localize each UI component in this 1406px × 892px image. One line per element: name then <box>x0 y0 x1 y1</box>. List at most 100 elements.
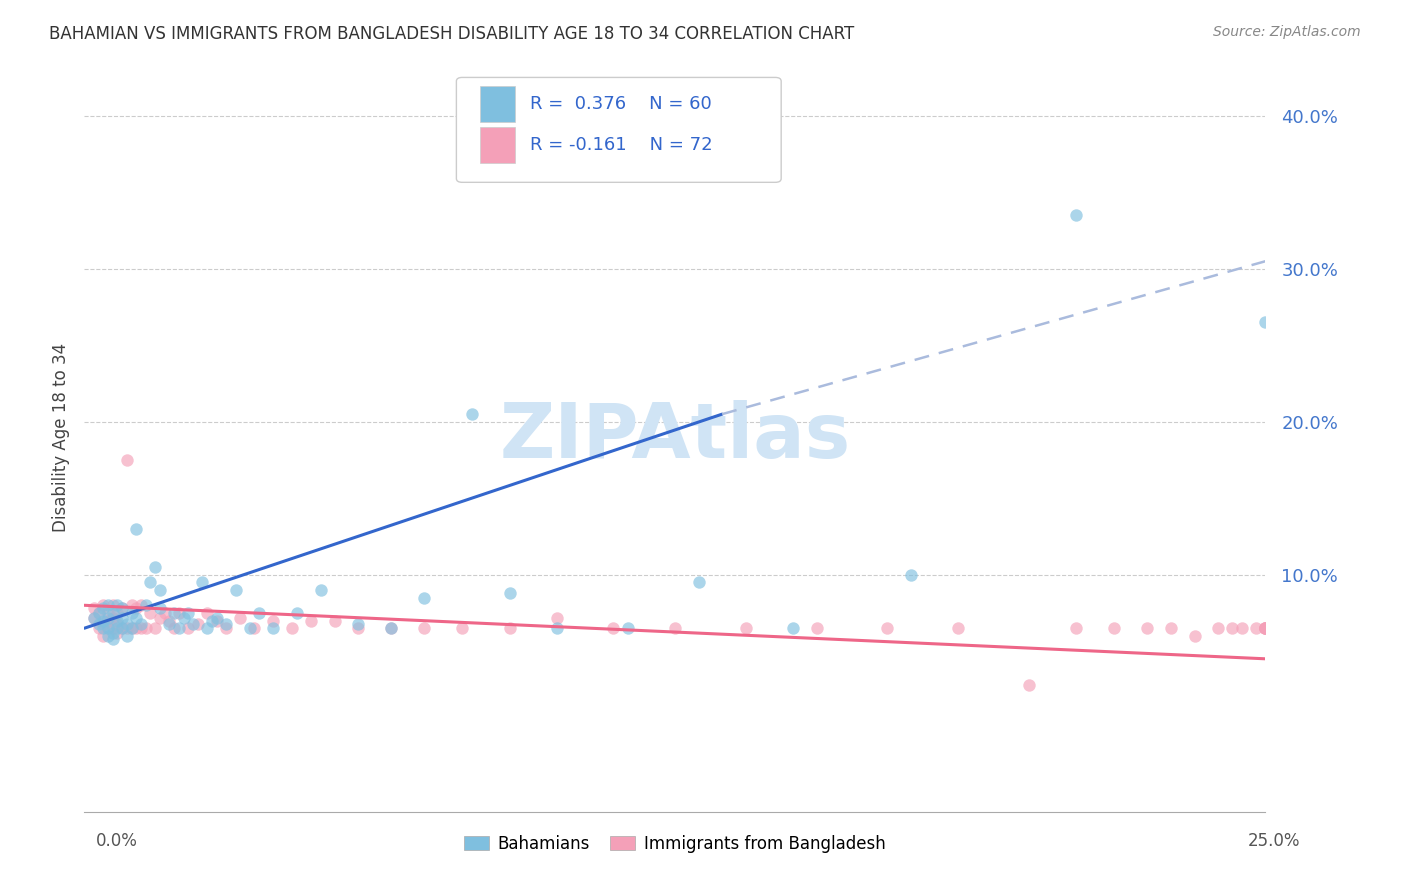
Point <box>107 606 129 620</box>
Point <box>498 586 520 600</box>
Point <box>299 614 322 628</box>
Point <box>125 610 148 624</box>
Point <box>163 606 186 620</box>
Point <box>173 610 195 624</box>
Point <box>91 614 114 628</box>
Point <box>782 621 804 635</box>
Point <box>111 601 134 615</box>
Point <box>111 610 134 624</box>
FancyBboxPatch shape <box>479 86 516 121</box>
Point <box>347 621 370 635</box>
Point <box>1220 621 1243 635</box>
Point <box>177 606 200 620</box>
Point <box>1102 621 1125 635</box>
Point <box>101 621 124 635</box>
Point <box>149 582 172 597</box>
Point <box>91 601 114 615</box>
Point <box>125 621 148 635</box>
Point <box>91 616 114 631</box>
Point <box>546 621 568 635</box>
Text: R =  0.376    N = 60: R = 0.376 N = 60 <box>530 95 711 112</box>
Point <box>139 575 162 590</box>
Point <box>181 616 204 631</box>
Point <box>323 614 346 628</box>
Point <box>191 575 214 590</box>
Point <box>101 610 124 624</box>
Text: R = -0.161    N = 72: R = -0.161 N = 72 <box>530 136 713 153</box>
Point <box>413 621 436 635</box>
Point <box>205 614 228 628</box>
Point <box>87 606 110 620</box>
Point <box>616 621 638 635</box>
Point <box>121 621 143 635</box>
Point <box>451 621 474 635</box>
Text: Source: ZipAtlas.com: Source: ZipAtlas.com <box>1213 25 1361 39</box>
Point <box>1066 208 1088 222</box>
Point <box>1254 621 1277 635</box>
Point <box>115 629 138 643</box>
Point <box>139 606 162 620</box>
Point <box>97 614 120 628</box>
FancyBboxPatch shape <box>457 78 782 182</box>
Point <box>195 621 218 635</box>
Point <box>107 599 129 613</box>
Point <box>285 606 308 620</box>
Point <box>225 582 247 597</box>
Point <box>201 614 224 628</box>
Point <box>97 629 120 643</box>
Point <box>187 616 209 631</box>
Point <box>87 616 110 631</box>
Point <box>163 621 186 635</box>
Point <box>107 625 129 640</box>
Point <box>111 601 134 615</box>
Point <box>97 610 120 624</box>
Point <box>115 621 138 635</box>
Point <box>143 560 166 574</box>
Point <box>806 621 828 635</box>
Point <box>215 616 238 631</box>
Point <box>143 621 166 635</box>
Point <box>97 621 120 635</box>
Point <box>413 591 436 605</box>
Point <box>239 621 262 635</box>
Point <box>91 629 114 643</box>
Y-axis label: Disability Age 18 to 34: Disability Age 18 to 34 <box>52 343 70 532</box>
Point <box>101 625 124 640</box>
Point <box>83 610 105 624</box>
Point <box>1018 678 1040 692</box>
Point <box>97 621 120 635</box>
Point <box>1184 629 1206 643</box>
Point <box>129 621 152 635</box>
Point <box>1254 621 1277 635</box>
FancyBboxPatch shape <box>479 127 516 163</box>
Point <box>87 606 110 620</box>
Point <box>157 614 180 628</box>
Point <box>111 621 134 635</box>
Point <box>1136 621 1159 635</box>
Point <box>688 575 710 590</box>
Legend: Bahamians, Immigrants from Bangladesh: Bahamians, Immigrants from Bangladesh <box>458 829 891 860</box>
Point <box>111 621 134 635</box>
Point <box>281 621 304 635</box>
Point <box>1254 315 1277 329</box>
Point <box>1066 621 1088 635</box>
Point <box>262 621 284 635</box>
Point <box>97 599 120 613</box>
Point <box>107 614 129 628</box>
Point <box>205 610 228 624</box>
Point <box>149 610 172 624</box>
Point <box>121 606 143 620</box>
Point <box>546 610 568 624</box>
Text: ZIPAtlas: ZIPAtlas <box>499 401 851 474</box>
Point <box>1254 621 1277 635</box>
Point <box>125 601 148 615</box>
Point <box>461 407 484 421</box>
Point <box>129 599 152 613</box>
Point <box>380 621 402 635</box>
Point <box>101 606 124 620</box>
Point <box>948 621 970 635</box>
Point <box>602 621 624 635</box>
Point <box>167 606 190 620</box>
Text: 0.0%: 0.0% <box>96 832 138 850</box>
Point <box>262 614 284 628</box>
